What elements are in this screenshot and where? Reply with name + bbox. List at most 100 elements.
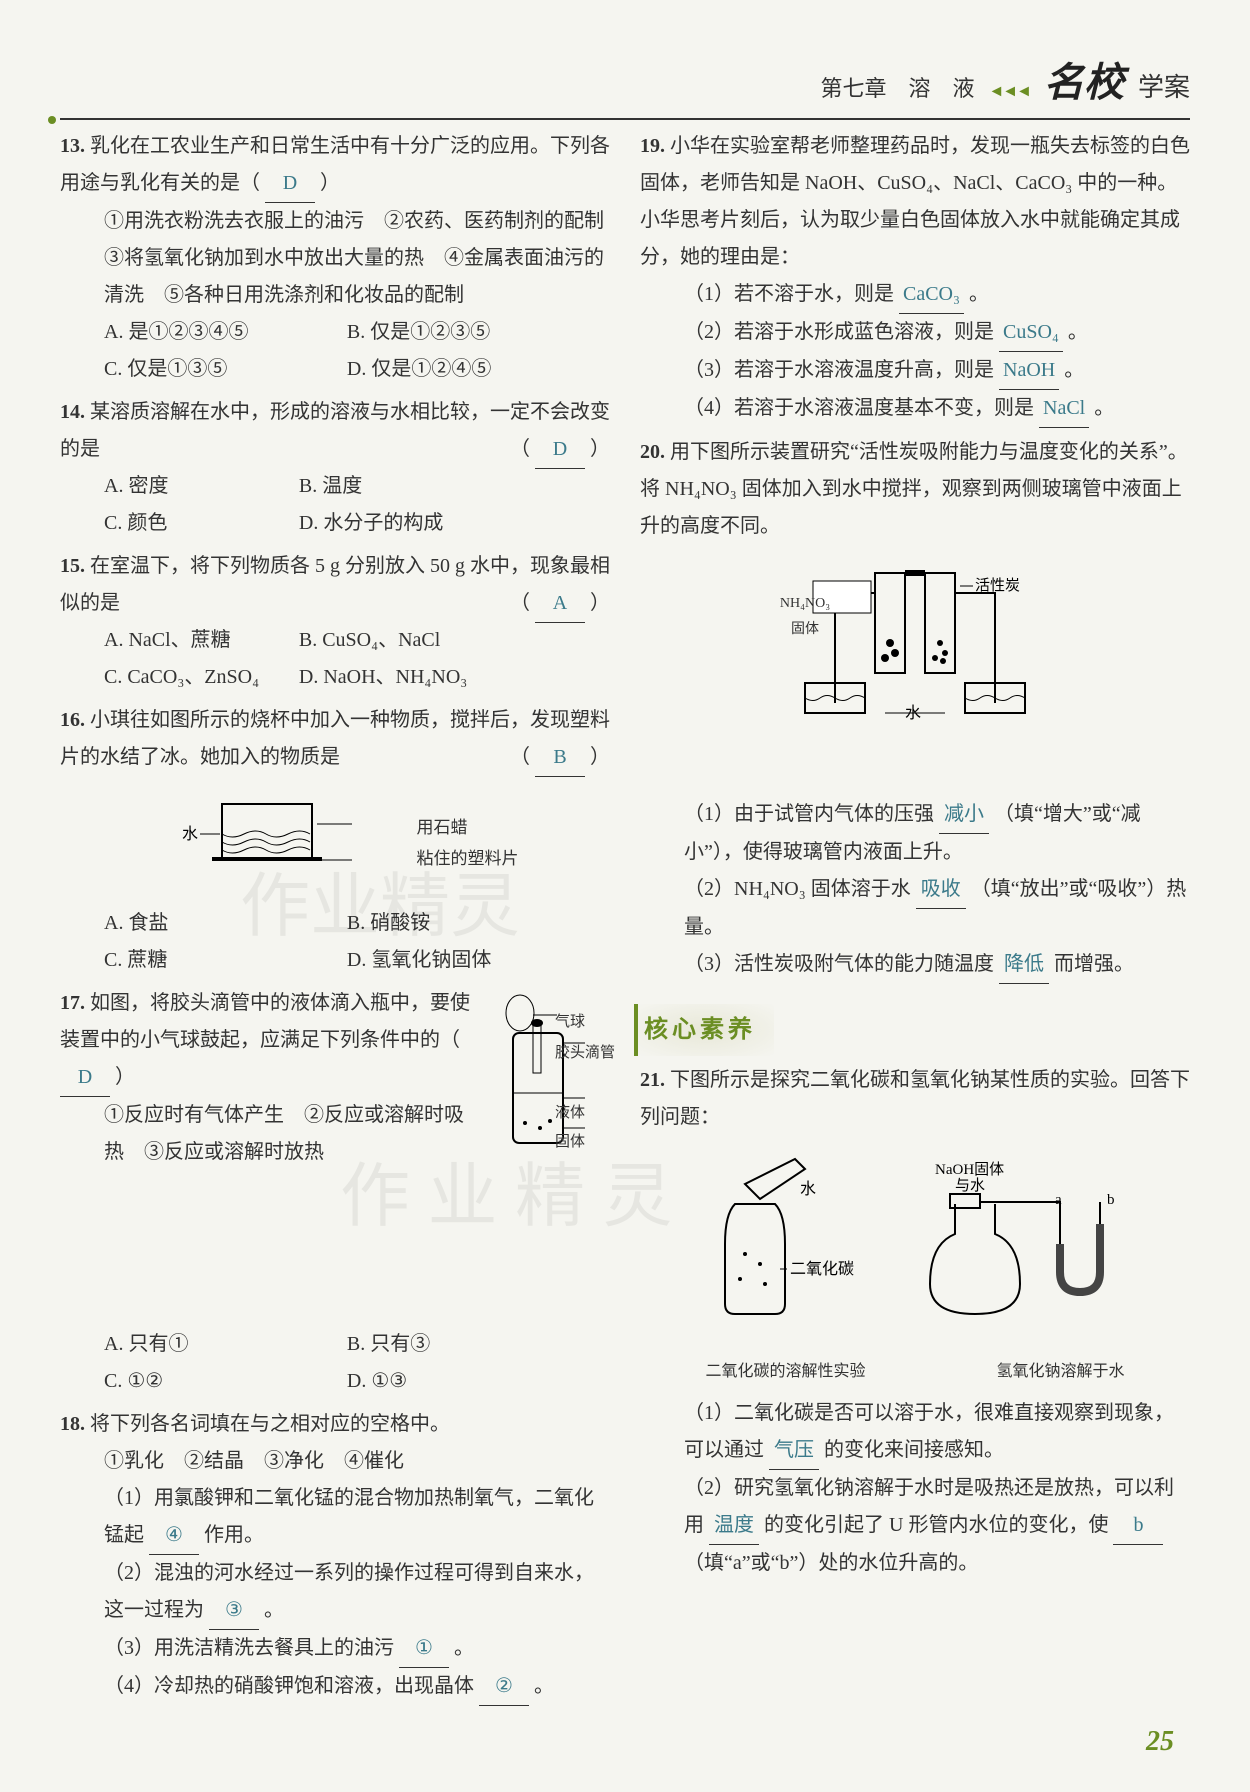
- q18-p4a: （4）冷却热的硝酸钾饱和溶液，出现晶体: [104, 1675, 474, 1697]
- option-d: D. ①③: [347, 1363, 590, 1400]
- fig-balloon: 气球: [555, 1011, 685, 1034]
- paren-close: ）: [115, 1066, 135, 1088]
- q19-ans2: CuSO₄: [999, 314, 1063, 352]
- q20-ans3: 降低: [999, 946, 1049, 984]
- q-answer: D: [265, 165, 315, 203]
- option-b: B. CuSO₄、NaCl: [299, 622, 494, 659]
- figure-beaker: 水 用石蜡 粘住的塑料片: [60, 784, 610, 897]
- q20-p3b: 而增强。: [1054, 953, 1134, 975]
- q19-p1b: 。: [969, 283, 989, 305]
- arrows-deco: ◄◄◄: [988, 83, 1030, 101]
- q-number: 18.: [60, 1413, 85, 1435]
- q20-p2a: （2）NH₄NO₃ 固体溶于水: [684, 878, 911, 900]
- question-15: 15. 在室温下，将下列物质各 5 g 分别放入 50 g 水中，现象最相似的是…: [60, 548, 610, 696]
- paren-close: ）: [590, 438, 610, 460]
- svg-text:a: a: [1055, 1192, 1062, 1208]
- fig-liquid: 液体: [555, 1102, 685, 1125]
- svg-text:与水: 与水: [955, 1177, 985, 1194]
- paren-close: ）: [320, 172, 340, 194]
- q21-p2c: （填“a”或“b”）处的水位升高的。: [684, 1552, 978, 1574]
- fig-dropper: 胶头滴管: [555, 1042, 685, 1065]
- option-b: B. 温度: [299, 468, 494, 505]
- brand-sub: 学案: [1138, 67, 1190, 104]
- option-a: A. 食盐: [104, 905, 347, 942]
- q-answer: D: [535, 431, 585, 469]
- figure-adsorption: 水 活性炭 NH₄NO₃ 固体: [640, 553, 1190, 788]
- paren-open: （: [510, 438, 530, 460]
- svg-text:NaOH固体: NaOH固体: [935, 1161, 1004, 1178]
- q20-p1a: （1）由于试管内气体的压强: [684, 803, 934, 825]
- brand-name: 名校: [1044, 50, 1124, 108]
- q-stem: 小华在实验室帮老师整理药品时，发现一瓶失去标签的白色固体，老师告知是 NaOH、…: [640, 135, 1190, 268]
- question-20: 20. 用下图所示装置研究“活性炭吸附能力与温度变化的关系”。将 NH₄NO₃ …: [640, 434, 1190, 984]
- chapter-label: 第七章 溶 液: [820, 71, 974, 103]
- q-answer: B: [535, 739, 585, 777]
- q18-p2a: （2）混浊的河水经过一系列的操作过程可得到自来水，这一过程为: [104, 1562, 594, 1621]
- figure-co2-naoh: 水 二氧化碳 a b NaOH固体 与水 二氧化碳的溶解性实验 氢氧化钠溶解于水: [640, 1144, 1190, 1387]
- q19-p3a: （3）若溶于水溶液温度升高，则是: [684, 359, 994, 381]
- figure-flask: 气球 胶头滴管 液体 固体: [480, 993, 610, 1318]
- option-b: B. 只有③: [347, 1326, 590, 1363]
- q20-ans2: 吸收: [916, 871, 966, 909]
- q-lines: ①反应时有气体产生 ②反应或溶解时吸热 ③反应或溶解时放热: [60, 1097, 470, 1171]
- page-number: 25: [1146, 1726, 1174, 1758]
- option-b: B. 硝酸铵: [347, 905, 590, 942]
- q-number: 16.: [60, 709, 85, 731]
- q18-p3b: 。: [454, 1637, 474, 1659]
- q19-ans4: NaCl: [1039, 390, 1089, 428]
- q-number: 14.: [60, 401, 85, 423]
- q-stem: 用下图所示装置研究“活性炭吸附能力与温度变化的关系”。将 NH₄NO₃ 固体加入…: [640, 441, 1188, 537]
- fig-label-bot: 粘住的塑料片: [417, 843, 519, 874]
- q19-p4b: 。: [1094, 397, 1114, 419]
- option-a: A. NaCl、蔗糖: [104, 622, 299, 659]
- paren-open: （: [510, 746, 530, 768]
- content-columns: 13. 乳化在工农业生产和日常生活中有十分广泛的应用。下列各用途与乳化有关的是（…: [60, 128, 1190, 1712]
- q19-p2b: 。: [1068, 321, 1088, 343]
- svg-text:水: 水: [800, 1180, 816, 1198]
- option-a: A. 密度: [104, 468, 299, 505]
- paren-close: ）: [590, 746, 610, 768]
- q19-p3b: 。: [1064, 359, 1084, 381]
- q18-ans3: ①: [399, 1630, 449, 1668]
- q19-p2a: （2）若溶于水形成蓝色溶液，则是: [684, 321, 994, 343]
- q18-ans1: ④: [149, 1517, 199, 1555]
- q21-ans2a: 温度: [709, 1507, 759, 1545]
- question-21: 21. 下图所示是探究二氧化碳和氢氧化钠某性质的实验。回答下列问题： 水 二氧化…: [640, 1062, 1190, 1582]
- question-19: 19. 小华在实验室帮老师整理药品时，发现一瓶失去标签的白色固体，老师告知是 N…: [640, 128, 1190, 428]
- svg-text:b: b: [1107, 1192, 1115, 1208]
- fig-cap-2: 氢氧化钠溶解于水: [996, 1357, 1124, 1387]
- q21-p1b: 的变化来间接感知。: [824, 1439, 1004, 1461]
- option-b: B. 仅是①②③⑤: [347, 314, 590, 351]
- q18-p4b: 。: [534, 1675, 554, 1697]
- fig-label-top: 用石蜡: [417, 812, 519, 843]
- q18-p2b: 。: [264, 1599, 284, 1621]
- q19-p4a: （4）若溶于水溶液温度基本不变，则是: [684, 397, 1034, 419]
- question-17: 17. 如图，将胶头滴管中的液体滴入瓶中，要使装置中的小气球鼓起，应满足下列条件…: [60, 985, 610, 1400]
- option-d: D. NaOH、NH₄NO₃: [299, 659, 494, 696]
- q19-p1a: （1）若不溶于水，则是: [684, 283, 894, 305]
- question-16: 16. 小琪往如图所示的烧杯中加入一种物质，搅拌后，发现塑料片的水结了冰。她加入…: [60, 702, 610, 979]
- q-stem: 如图，将胶头滴管中的液体滴入瓶中，要使装置中的小气球鼓起，应满足下列条件中的（: [60, 992, 470, 1051]
- q21-p2b: 的变化引起了 U 形管内水位的变化，使: [764, 1514, 1108, 1536]
- option-d: D. 水分子的构成: [299, 505, 494, 542]
- left-column: 13. 乳化在工农业生产和日常生活中有十分广泛的应用。下列各用途与乳化有关的是（…: [60, 128, 610, 1712]
- q-list: ①乳化 ②结晶 ③净化 ④催化: [60, 1443, 610, 1480]
- q18-p3a: （3）用洗洁精洗去餐具上的油污: [104, 1637, 394, 1659]
- option-c: C. ①②: [104, 1363, 347, 1400]
- svg-text:水: 水: [182, 825, 198, 843]
- q18-ans4: ②: [479, 1668, 529, 1706]
- question-18: 18. 将下列各名词填在与之相对应的空格中。 ①乳化 ②结晶 ③净化 ④催化 （…: [60, 1406, 610, 1706]
- q19-ans3: NaOH: [999, 352, 1059, 390]
- option-c: C. 颜色: [104, 505, 299, 542]
- q20-ans1: 减小: [939, 796, 989, 834]
- paren-open: （: [510, 592, 530, 614]
- q20-p3a: （3）活性炭吸附气体的能力随温度: [684, 953, 994, 975]
- option-a: A. 是①②③④⑤: [104, 314, 347, 351]
- q-stem: 下图所示是探究二氧化碳和氢氧化钠某性质的实验。回答下列问题：: [640, 1069, 1190, 1128]
- question-14: 14. 某溶质溶解在水中，形成的溶液与水相比较，一定不会改变的是 （ D ） A…: [60, 394, 610, 542]
- fig-cap-1: 二氧化碳的溶解性实验: [705, 1357, 865, 1387]
- page-header: 第七章 溶 液 ◄◄◄ 名校 学案: [60, 50, 1190, 118]
- q-stem: 将下列各名词填在与之相对应的空格中。: [90, 1413, 450, 1435]
- q-lines: ①用洗衣粉洗去衣服上的油污 ②农药、医药制剂的配制 ③将氢氧化钠加到水中放出大量…: [60, 203, 610, 314]
- fig20-left-label: NH₄NO₃ 固体: [530, 591, 1080, 643]
